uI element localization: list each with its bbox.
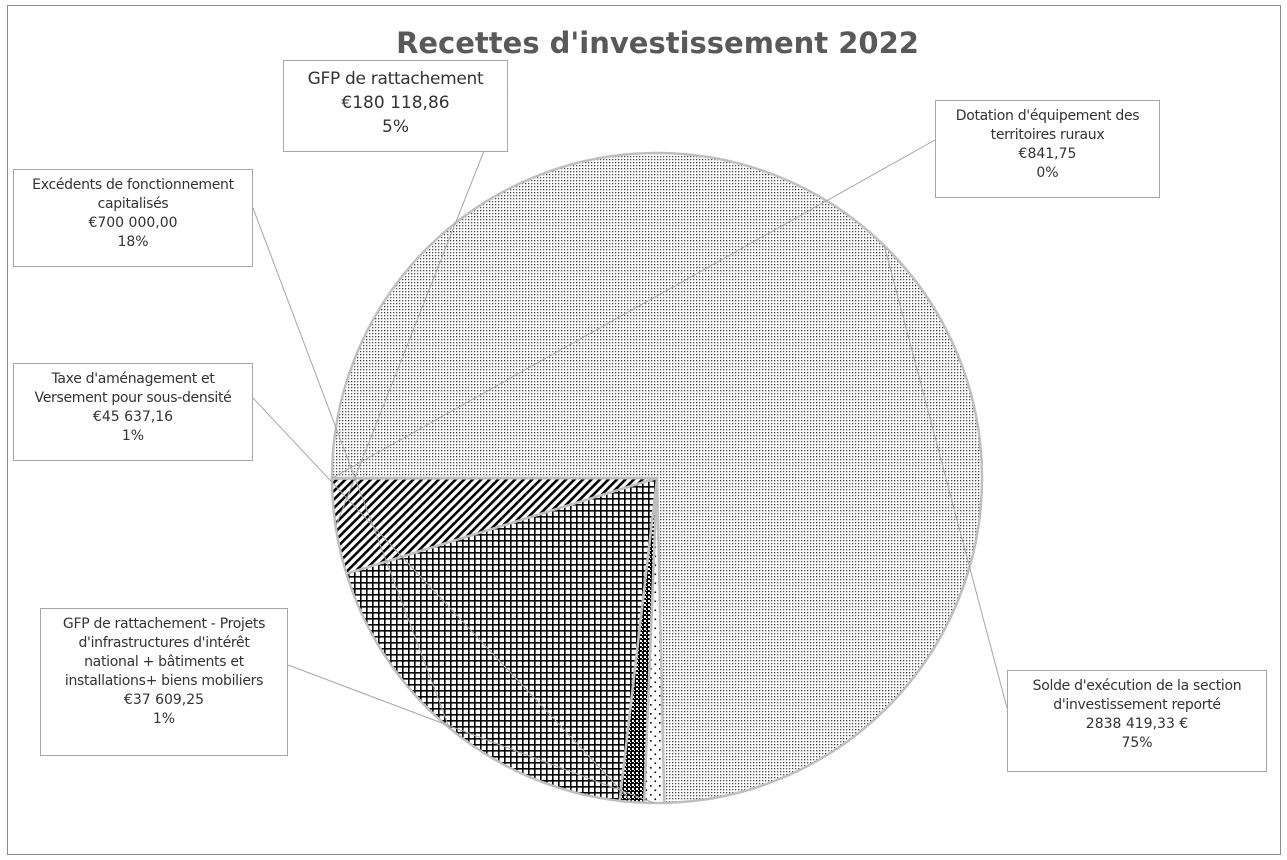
slice-percent-label: 18% (117, 234, 149, 250)
slice-value-label: €45 637,16 (92, 409, 174, 425)
slice-percent-label: 75% (1121, 735, 1153, 751)
slice-value-label: €700 000,00 (88, 215, 178, 231)
slice-percent-label: 1% (121, 428, 145, 444)
pie-slice (344, 476, 659, 803)
leader-line (331, 139, 936, 479)
data-label: Solde d'exécution de la section d'invest… (1007, 670, 1267, 772)
slice-percent-label: 5% (382, 117, 409, 137)
slice-name-label: GFP de rattachement (307, 69, 484, 89)
data-label: Excédents de fonctionnement capitalisés €… (13, 169, 253, 267)
leader-line (883, 245, 1008, 709)
pie-slices (330, 151, 984, 805)
slice-value-label: 2838 419,33 € (1085, 716, 1189, 732)
leader-lines (252, 89, 1008, 804)
slice-value-label: €180 118,86 (341, 93, 450, 113)
slice-value-label: €841,75 (1018, 146, 1077, 162)
slice-name-label: Taxe d'aménagement et Versement pour sou… (34, 371, 232, 406)
leader-line (252, 397, 633, 803)
data-label: Dotation d'équipement des territoires ru… (935, 100, 1160, 198)
slice-name-label: Dotation d'équipement des territoires ru… (955, 108, 1140, 143)
chart-title: Recettes d'investissement 2022 (396, 26, 919, 60)
data-label: GFP de rattachement - Projets d'infrastr… (40, 608, 288, 756)
data-label: Taxe d'aménagement et Versement pour sou… (13, 363, 253, 461)
slice-percent-label: 1% (152, 711, 176, 727)
slice-percent-label: 0% (1036, 165, 1059, 181)
slice-name-label: GFP de rattachement - Projets d'infrastr… (62, 616, 266, 689)
data-label: GFP de rattachement €180 118,86 5% (283, 60, 508, 152)
leader-line (335, 89, 509, 527)
leader-line (287, 664, 655, 804)
slice-value-label: €37 609,25 (123, 692, 205, 708)
slice-name-label: Solde d'exécution de la section d'invest… (1032, 678, 1242, 713)
slice-name-label: Excédents de fonctionnement capitalisés (32, 177, 234, 212)
